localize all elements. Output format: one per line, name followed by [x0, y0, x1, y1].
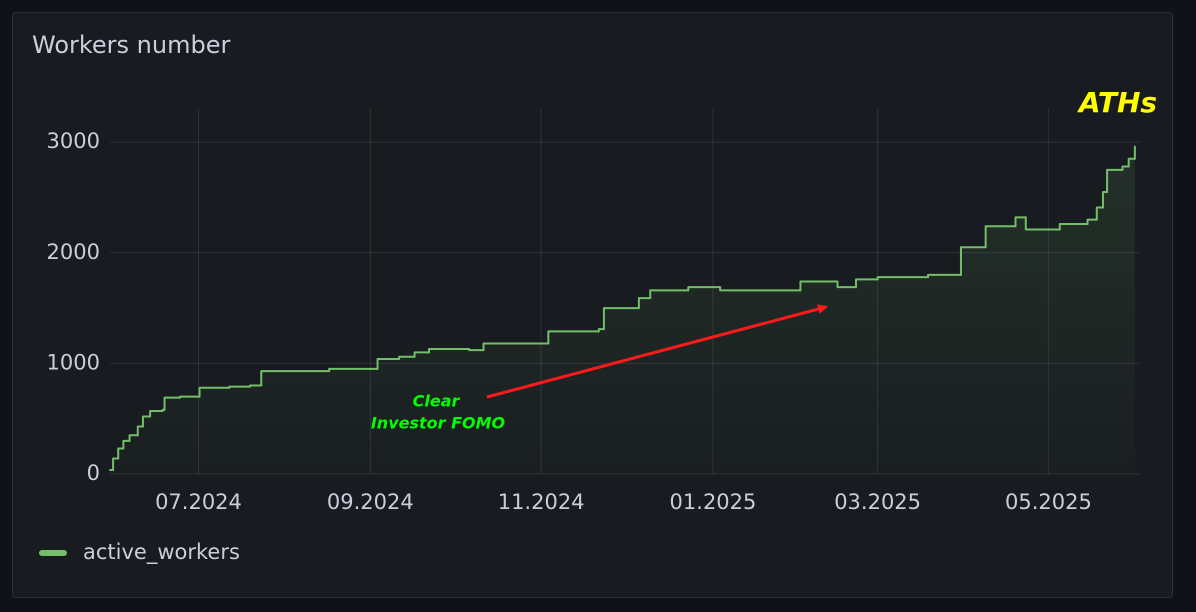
line-step: [984, 225, 1017, 249]
annotation: ATHs: [1077, 86, 1157, 119]
x-tick-label: 07.2024: [155, 490, 242, 514]
line-step: [376, 357, 401, 370]
line-step: [649, 289, 690, 300]
line-step: [1101, 190, 1109, 209]
legend-label: active_workers: [83, 540, 240, 565]
x-tick-label: 11.2024: [498, 490, 585, 514]
line-step: [112, 457, 120, 472]
line-step: [427, 348, 471, 354]
line-step: [117, 447, 125, 460]
y-tick-label: 1000: [47, 350, 100, 374]
line-step: [547, 330, 600, 345]
line-step: [149, 409, 164, 418]
line-step: [128, 434, 139, 442]
line-step: [876, 276, 930, 281]
line-step: [328, 367, 379, 373]
line-step: [719, 286, 802, 292]
line-step: [799, 280, 839, 292]
x-tick-label: 05.2025: [1005, 490, 1092, 514]
line-step: [1121, 165, 1130, 171]
line-step: [1058, 223, 1089, 231]
line-step: [468, 348, 485, 352]
line-step: [248, 384, 263, 388]
annotation-arrow: [486, 304, 828, 399]
y-tick-label: 3000: [47, 129, 100, 153]
line-step: [482, 342, 550, 352]
line-step: [1095, 206, 1104, 221]
annotation: Clear: [413, 392, 461, 411]
line-step: [1024, 216, 1061, 231]
line-step: [959, 246, 987, 276]
line-step: [637, 297, 652, 310]
line-step: [1127, 157, 1136, 168]
y-tick-label: 2000: [47, 240, 100, 264]
area-fill: [110, 146, 1135, 474]
line-step: [1086, 218, 1098, 226]
plot-area: 0 1000 2000 3000 07.2024 09.2024 11.2024 01.202…: [47, 109, 1140, 514]
line-step: [855, 278, 879, 289]
x-tick-label: 01.2025: [670, 490, 757, 514]
line-step: [198, 386, 231, 398]
line-step: [228, 385, 251, 389]
line-step: [141, 415, 152, 428]
line-step: [1014, 216, 1027, 228]
x-tick-label: 03.2025: [834, 490, 921, 514]
line-step: [178, 395, 201, 399]
line-step: [597, 328, 605, 333]
line-step: [260, 370, 331, 387]
line-step: [927, 273, 962, 279]
x-tick-label: 09.2024: [327, 490, 414, 514]
line-step: [136, 425, 144, 437]
line-step: [687, 286, 722, 292]
y-tick-label: 0: [87, 461, 100, 485]
line-step: [413, 351, 430, 358]
panel-title: Workers number: [32, 31, 230, 59]
line-step: [836, 280, 858, 289]
line-step: [163, 396, 181, 411]
annotation: Investor FOMO: [371, 414, 506, 433]
line-step: [122, 439, 131, 450]
line-step: [1106, 168, 1124, 193]
line-step: [398, 355, 416, 360]
line-step: [602, 307, 640, 331]
